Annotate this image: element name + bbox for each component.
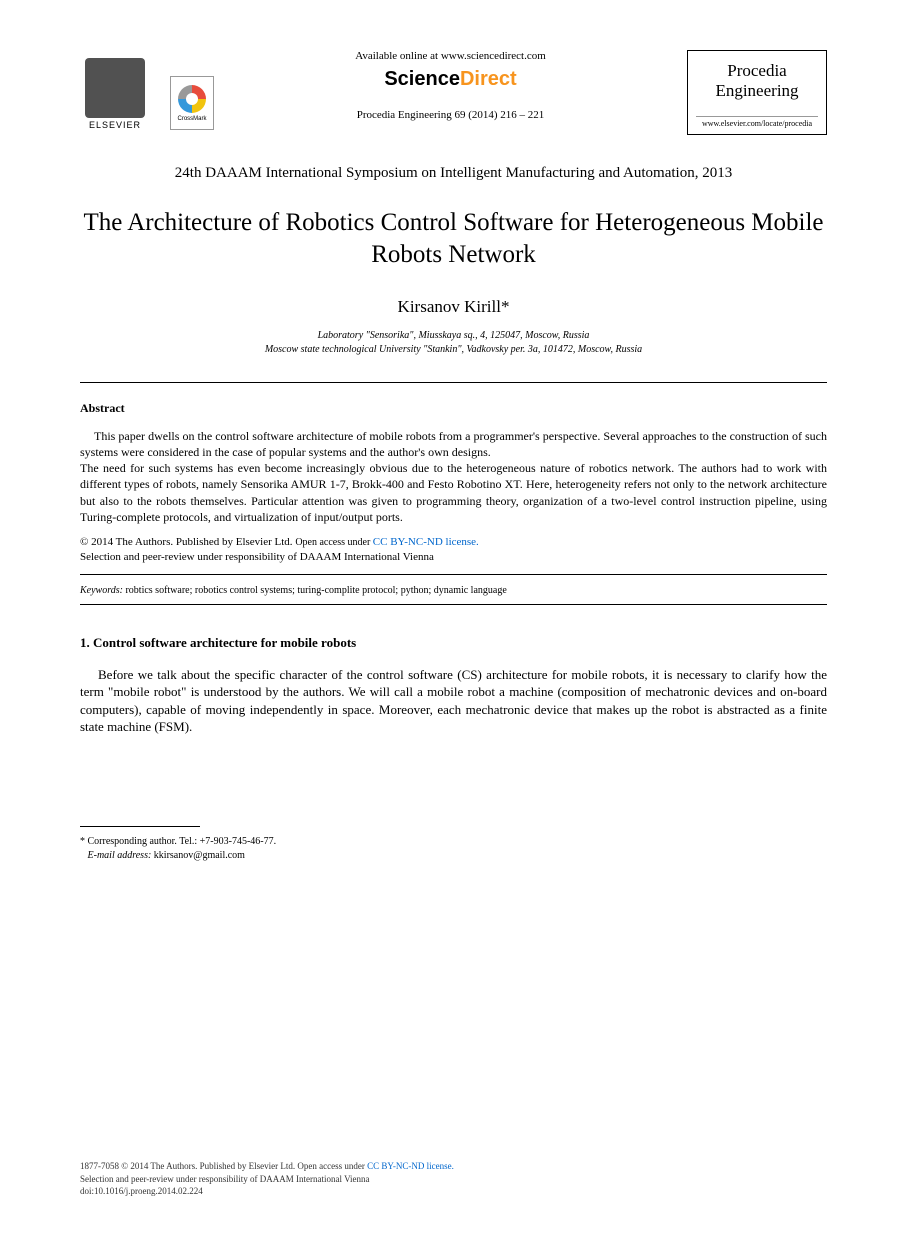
crossmark-label: CrossMark xyxy=(177,116,206,122)
keywords-label: Keywords: xyxy=(80,585,123,596)
footer-line2: Selection and peer-review under responsi… xyxy=(80,1174,370,1184)
affiliation-2: Moscow state technological University "S… xyxy=(80,343,827,357)
footer-license-link[interactable]: CC BY-NC-ND license. xyxy=(367,1161,454,1171)
affiliation-1: Laboratory "Sensorika", Miusskaya sq., 4… xyxy=(80,329,827,343)
copyright-line1-prefix: © 2014 The Authors. Published by Elsevie… xyxy=(80,536,295,548)
copyright-line2: Selection and peer-review under responsi… xyxy=(80,551,434,563)
footer-issn: 1877-7058 © 2014 The Authors. Published … xyxy=(80,1161,297,1171)
rule-bottom xyxy=(80,604,827,605)
journal-title-line2: Engineering xyxy=(715,81,798,100)
elsevier-tree-icon xyxy=(85,58,145,118)
crossmark-badge[interactable]: CrossMark xyxy=(170,76,214,130)
journal-title: Procedia Engineering xyxy=(696,61,818,102)
abstract-para1: This paper dwells on the control softwar… xyxy=(80,428,827,460)
footnote-rule xyxy=(80,826,200,827)
available-online-text: Available online at www.sciencedirect.co… xyxy=(234,50,667,62)
page-footer: 1877-7058 © 2014 The Authors. Published … xyxy=(80,1160,827,1198)
footer-open-label: Open access under xyxy=(297,1161,367,1171)
footer-doi: doi:10.1016/j.proeng.2014.02.224 xyxy=(80,1186,203,1196)
author-name: Kirsanov Kirill* xyxy=(80,297,827,317)
abstract-heading: Abstract xyxy=(80,401,827,416)
citation-line: Procedia Engineering 69 (2014) 216 – 221 xyxy=(234,109,667,121)
affiliations: Laboratory "Sensorika", Miusskaya sq., 4… xyxy=(80,329,827,357)
elsevier-logo[interactable]: ELSEVIER xyxy=(80,50,150,130)
symposium-line: 24th DAAAM International Symposium on In… xyxy=(80,165,827,182)
email-label: E-mail address: xyxy=(88,850,152,861)
sciencedirect-suffix: Direct xyxy=(460,68,517,90)
copyright-block: © 2014 The Authors. Published by Elsevie… xyxy=(80,535,827,566)
license-link[interactable]: CC BY-NC-ND license. xyxy=(373,536,479,548)
journal-url[interactable]: www.elsevier.com/locate/procedia xyxy=(696,116,818,128)
copyright-open-label: Open access under xyxy=(295,537,372,548)
left-logos: ELSEVIER CrossMark xyxy=(80,50,214,130)
rule-mid xyxy=(80,574,827,575)
section1-heading: 1. Control software architecture for mob… xyxy=(80,635,827,651)
paper-title: The Architecture of Robotics Control Sof… xyxy=(80,207,827,272)
keywords-line: Keywords: robtics software; robotics con… xyxy=(80,585,827,596)
rule-top xyxy=(80,382,827,383)
journal-box: Procedia Engineering www.elsevier.com/lo… xyxy=(687,50,827,135)
header-row: ELSEVIER CrossMark Available online at w… xyxy=(80,50,827,135)
journal-title-line1: Procedia xyxy=(727,61,786,80)
footnote: * Corresponding author. Tel.: +7-903-745… xyxy=(80,835,827,863)
crossmark-icon xyxy=(178,85,206,113)
email-line: E-mail address: kkirsanov@gmail.com xyxy=(80,849,827,863)
abstract-body: This paper dwells on the control softwar… xyxy=(80,428,827,525)
sciencedirect-logo[interactable]: ScienceDirect xyxy=(234,68,667,91)
email-address: kkirsanov@gmail.com xyxy=(151,850,245,861)
corresponding-author: * Corresponding author. Tel.: +7-903-745… xyxy=(80,835,827,849)
abstract-para2: The need for such systems has even becom… xyxy=(80,460,827,525)
section1-body: Before we talk about the specific charac… xyxy=(80,666,827,736)
keywords-text: robtics software; robotics control syste… xyxy=(123,585,507,596)
center-header: Available online at www.sciencedirect.co… xyxy=(214,50,687,121)
elsevier-label: ELSEVIER xyxy=(89,120,141,130)
sciencedirect-prefix: Science xyxy=(384,68,460,90)
